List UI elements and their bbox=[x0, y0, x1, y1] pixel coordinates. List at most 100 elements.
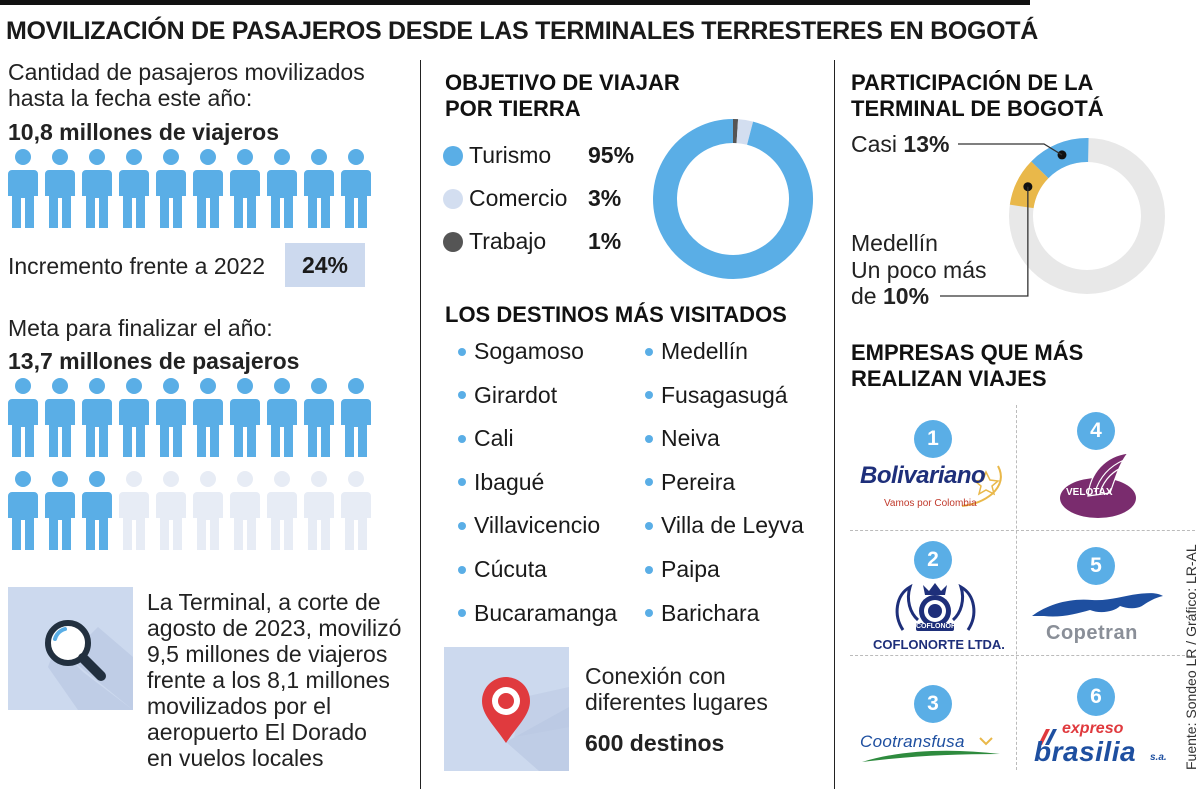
person-icon bbox=[341, 471, 371, 550]
person-icon bbox=[8, 471, 38, 550]
destination-item: Cali bbox=[458, 425, 514, 452]
legend-item: Comercio 3% bbox=[443, 185, 621, 212]
note-line: 9,5 millones de viajeros bbox=[147, 641, 388, 667]
medellin-label: Medellín bbox=[851, 230, 938, 256]
destination-name: Villa de Leyva bbox=[661, 512, 804, 539]
coflonorte-banner: COFLONORTE bbox=[916, 623, 965, 630]
note-line: La Terminal, a corte de bbox=[147, 589, 381, 615]
rank-badge-4: 4 bbox=[1077, 412, 1115, 450]
brasilia-stripes bbox=[1038, 729, 1057, 745]
copetran-name: Copetran bbox=[1046, 622, 1138, 644]
goal-value: 13,7 millones de pasajeros bbox=[8, 348, 300, 374]
person-icon bbox=[45, 378, 75, 457]
person-icon bbox=[8, 149, 38, 228]
person-icon bbox=[82, 378, 112, 457]
goal-label: Meta para finalizar el año: bbox=[8, 315, 273, 341]
note-line: agosto de 2023, movilizó bbox=[147, 615, 402, 641]
share-title-1: PARTICIPACIÓN DE LA bbox=[851, 70, 1094, 95]
destination-item: Barichara bbox=[645, 600, 759, 627]
magnifier-box bbox=[8, 587, 133, 710]
destination-name: Pereira bbox=[661, 468, 736, 495]
bolivariano-tagline: Vamos por Colombia bbox=[884, 498, 977, 509]
destination-item: Sogamoso bbox=[458, 338, 584, 365]
person-icon bbox=[45, 149, 75, 228]
rank-badge-1: 1 bbox=[914, 420, 952, 458]
brasilia-suffix: s.a. bbox=[1150, 752, 1167, 763]
person-icon bbox=[304, 471, 334, 550]
note-line: movilizados por el bbox=[147, 693, 332, 719]
destination-name: Sogamoso bbox=[474, 338, 584, 364]
increase-badge: 24% bbox=[285, 243, 365, 287]
donut-slice-turismo bbox=[653, 119, 813, 279]
destination-name: Neiva bbox=[661, 425, 720, 452]
person-icon bbox=[119, 378, 149, 457]
rank-badge-6: 6 bbox=[1077, 678, 1115, 716]
note-line: en vuelos locales bbox=[147, 745, 324, 771]
person-icon bbox=[45, 471, 75, 550]
legend-swatch bbox=[443, 145, 463, 166]
legend-label: Comercio bbox=[469, 185, 568, 211]
destination-name: Bucaramanga bbox=[474, 599, 618, 626]
companies-title-1: EMPRESAS QUE MÁS bbox=[851, 340, 1084, 365]
connection-line1: Conexión con bbox=[585, 663, 726, 689]
legend-item: Trabajo 1% bbox=[443, 228, 621, 255]
increase-label: Incremento frente a 2022 bbox=[8, 253, 265, 279]
note-line: aeropuerto El Dorado bbox=[147, 719, 367, 745]
legend-swatch bbox=[443, 231, 463, 252]
destination-name: Ibagué bbox=[474, 468, 545, 495]
destination-name: Fusagasugá bbox=[661, 381, 788, 408]
objective-title-2: POR TIERRA bbox=[445, 96, 581, 121]
bullet-icon bbox=[645, 478, 653, 487]
connection-value: 600 destinos bbox=[585, 730, 725, 756]
destination-name: Girardot bbox=[474, 381, 558, 408]
coflonorte-crest bbox=[895, 583, 976, 631]
intro-text-line2: hasta la fecha este año: bbox=[8, 85, 253, 111]
destination-item: Ibagué bbox=[458, 469, 544, 496]
bullet-icon bbox=[645, 565, 653, 574]
destination-name: Cali bbox=[474, 425, 514, 452]
destination-name: Medellín bbox=[661, 338, 748, 364]
destination-name: Cúcuta bbox=[474, 556, 547, 582]
page-title: MOVILIZACIÓN DE PASAJEROS DESDE LAS TERM… bbox=[6, 17, 1039, 45]
bolivariano-name: Bolivariano bbox=[860, 462, 986, 489]
destination-item: Pereira bbox=[645, 469, 735, 496]
copetran-greyhound bbox=[1032, 593, 1163, 617]
person-icon bbox=[156, 471, 186, 550]
rank-badge-2: 2 bbox=[914, 541, 952, 579]
bullet-icon bbox=[645, 347, 653, 356]
person-icon bbox=[8, 378, 38, 457]
cootransfusa-swoosh bbox=[862, 737, 1000, 762]
legend-value: 1% bbox=[588, 228, 622, 254]
person-icon bbox=[304, 149, 334, 228]
medellin-leader-line bbox=[940, 186, 1029, 297]
person-icon bbox=[230, 149, 260, 228]
medellin-line2: Un poco más bbox=[851, 257, 987, 283]
person-icon bbox=[304, 378, 334, 457]
companies-divider-vertical bbox=[1016, 405, 1017, 770]
bogota-leader-line bbox=[958, 143, 1063, 156]
note-line: frente a los 8,1 millones bbox=[147, 667, 390, 693]
bullet-icon bbox=[645, 391, 653, 400]
bullet-icon bbox=[645, 609, 653, 618]
bogota-share-value: 13% bbox=[903, 131, 950, 157]
companies-title-2: REALIZAN VIAJES bbox=[851, 366, 1047, 391]
brasilia-name: brasilia bbox=[1034, 736, 1137, 767]
destination-item: Medellín bbox=[645, 338, 748, 365]
destination-item: Girardot bbox=[458, 382, 557, 409]
bullet-icon bbox=[645, 521, 653, 530]
destinations-title: LOS DESTINOS MÁS VISITADOS bbox=[445, 302, 787, 327]
companies-divider-horizontal bbox=[850, 530, 1195, 531]
people-row-goal-1 bbox=[8, 377, 371, 457]
people-row-goal-2 bbox=[8, 470, 371, 550]
bullet-icon bbox=[645, 434, 653, 443]
bullet-icon bbox=[458, 565, 466, 574]
destination-item: Bucaramanga bbox=[458, 600, 617, 627]
coflonorte-name: COFLONORTE LTDA. bbox=[873, 637, 1005, 652]
bullet-icon bbox=[458, 478, 466, 487]
destination-item: Paipa bbox=[645, 556, 720, 583]
person-icon bbox=[267, 471, 297, 550]
velotax-name: VELOTAX bbox=[1066, 487, 1113, 498]
destination-name: Barichara bbox=[661, 599, 760, 626]
column-divider bbox=[834, 60, 835, 789]
rank-badge-3: 3 bbox=[914, 685, 952, 723]
